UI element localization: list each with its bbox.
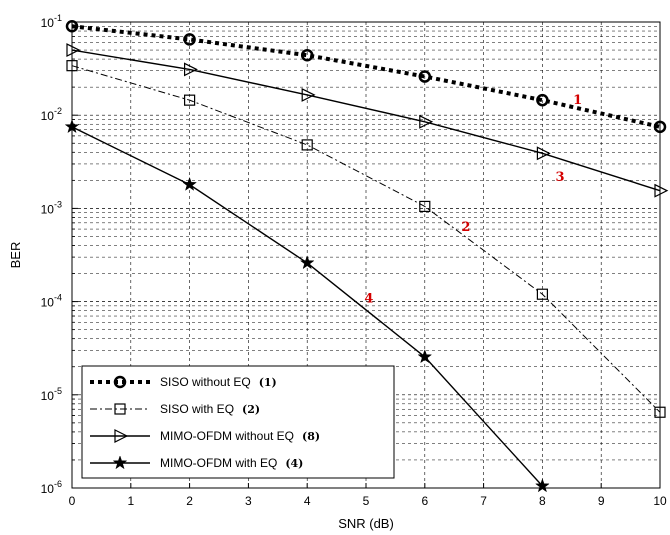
legend-entry: MIMO-OFDM with EQ (4) (90, 455, 303, 470)
curve-annotation: 2 (461, 220, 470, 235)
data-point (419, 114, 434, 129)
x-tick-label: 7 (480, 494, 487, 508)
y-tick-label: 10-6 (41, 479, 62, 496)
data-point (183, 33, 196, 46)
y-tick-label: 10-3 (41, 199, 62, 216)
legend-marker (114, 403, 126, 415)
legend-entry: SISO with EQ (2) (90, 402, 260, 416)
curve-annotation: 1 (573, 93, 582, 108)
data-point (417, 349, 433, 364)
series-line (71, 49, 661, 192)
x-tick-label: 1 (127, 494, 134, 508)
x-tick-label: 5 (363, 494, 370, 508)
y-tick-label: 10-1 (41, 13, 62, 30)
series-3 (66, 43, 669, 198)
x-tick-label: 8 (539, 494, 546, 508)
series-line (71, 24, 661, 129)
x-tick-label: 0 (69, 494, 76, 508)
legend-label: SISO with EQ (160, 402, 234, 416)
y-axis-label: BER (8, 242, 23, 269)
legend: SISO without EQ (1) SISO with EQ (2) MIMO-OF… (81, 365, 395, 479)
x-axis-label: SNR (dB) (338, 516, 394, 531)
x-tick-label: 2 (186, 494, 193, 508)
legend-marker (112, 455, 128, 470)
data-point (419, 200, 431, 213)
x-tick-label: 10 (653, 494, 667, 508)
legend-tag: (4) (285, 457, 303, 470)
data-point (301, 87, 316, 102)
legend-entry: SISO without EQ (1) (90, 375, 277, 389)
data-point (301, 139, 313, 151)
legend-label: MIMO-OFDM without EQ (160, 429, 294, 443)
y-tick-label: 10-5 (41, 386, 62, 403)
data-point (184, 62, 198, 77)
legend-marker (113, 375, 127, 389)
curve-annotations: 1 2 3 4 (364, 93, 582, 306)
data-point (66, 43, 81, 58)
axis-ticks: 0 1 2 3 4 5 6 7 8 9 10 10-1 10-2 10-3 10-4 10-5 10-6 (41, 13, 667, 508)
x-tick-label: 4 (304, 494, 311, 508)
legend-label: SISO without EQ (160, 375, 251, 389)
data-point (299, 255, 315, 270)
legend-entry: MIMO-OFDM without EQ (8) (90, 429, 320, 443)
x-tick-label: 6 (421, 494, 428, 508)
legend-tag: (8) (302, 430, 320, 443)
x-tick-label: 3 (245, 494, 252, 508)
data-point (536, 146, 551, 161)
legend-marker (114, 429, 129, 443)
series-line (71, 65, 661, 413)
data-point (300, 48, 314, 62)
legend-label: MIMO-OFDM with EQ (160, 456, 277, 470)
data-point (536, 288, 549, 300)
legend-tag: (2) (242, 403, 260, 416)
x-tick-label: 9 (598, 494, 605, 508)
data-point (536, 93, 549, 107)
legend-box (81, 365, 395, 479)
curve-annotation: 3 (556, 170, 565, 185)
y-tick-label: 10-2 (41, 106, 62, 123)
data-point (182, 176, 197, 191)
series-curves (64, 20, 669, 493)
y-tick-label: 10-4 (41, 293, 62, 310)
legend-tag: (1) (259, 376, 277, 389)
curve-annotation: 4 (364, 291, 373, 306)
data-point (418, 70, 432, 83)
data-point (654, 183, 669, 198)
data-point (184, 94, 196, 106)
